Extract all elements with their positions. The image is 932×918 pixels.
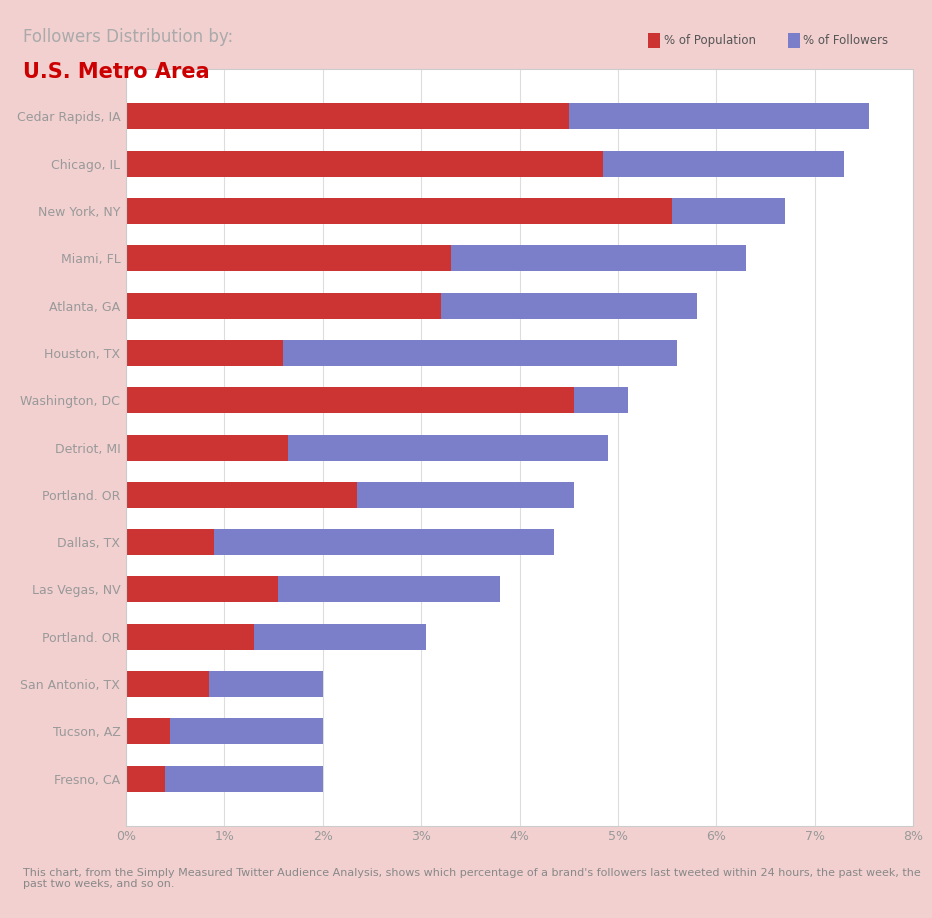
Bar — [126, 719, 171, 744]
Bar — [126, 104, 869, 129]
Bar — [126, 577, 500, 602]
Text: % of Followers: % of Followers — [803, 34, 888, 47]
Bar — [126, 245, 451, 271]
Text: U.S. Metro Area: U.S. Metro Area — [23, 62, 210, 83]
Bar — [126, 245, 746, 271]
Bar — [126, 434, 609, 461]
Text: This chart, from the Simply Measured Twitter Audience Analysis, shows which perc: This chart, from the Simply Measured Twi… — [23, 868, 921, 890]
Bar — [126, 104, 569, 129]
Bar — [126, 577, 279, 602]
Bar — [126, 624, 254, 650]
Text: % of Population: % of Population — [664, 34, 756, 47]
Bar — [126, 151, 844, 176]
Bar — [126, 529, 214, 555]
Bar — [126, 482, 357, 508]
Bar — [126, 719, 322, 744]
Bar — [126, 340, 677, 366]
Bar — [126, 387, 628, 413]
Bar — [126, 671, 210, 697]
Bar — [126, 671, 322, 697]
Bar — [126, 69, 913, 826]
Bar — [126, 198, 786, 224]
Bar — [126, 482, 574, 508]
Bar — [126, 434, 288, 461]
Bar — [126, 766, 322, 791]
Bar — [126, 387, 574, 413]
Bar — [126, 529, 554, 555]
Bar — [126, 198, 672, 224]
Bar — [126, 624, 426, 650]
Bar — [126, 293, 697, 319]
Bar — [126, 151, 603, 176]
Bar — [126, 340, 283, 366]
Bar — [126, 293, 441, 319]
Bar — [126, 766, 165, 791]
Text: Followers Distribution by:: Followers Distribution by: — [23, 28, 234, 46]
